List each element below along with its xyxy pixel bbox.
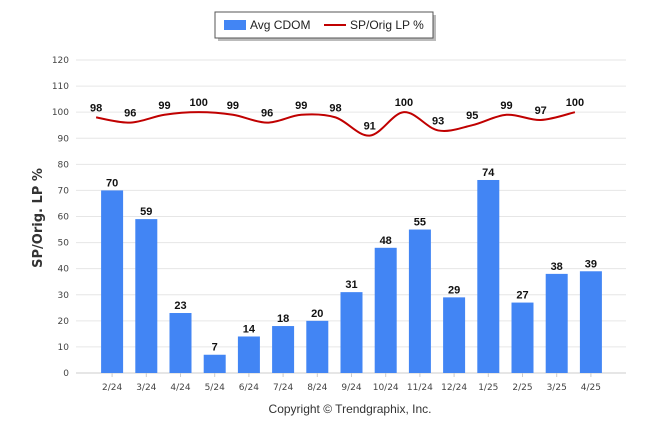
bar [374, 247, 397, 373]
bar-value-label: 29 [448, 284, 460, 296]
y-tick-label: 0 [63, 369, 69, 379]
line-value-label: 96 [261, 108, 273, 120]
legend-bar-label: Avg CDOM [250, 18, 310, 32]
x-tick-label: 12/24 [441, 383, 467, 393]
copyright-text: Copyright © Trendgraphix, Inc. [269, 402, 432, 416]
x-tick-label: 2/24 [102, 383, 122, 393]
line-value-label: 100 [190, 97, 208, 109]
legend-line-label: SP/Orig LP % [350, 18, 424, 32]
bar [101, 190, 124, 373]
y-tick-label: 80 [58, 160, 70, 170]
line-value-label: 95 [466, 110, 478, 122]
bar [306, 320, 329, 373]
line-value-label: 91 [364, 121, 376, 133]
bar [545, 273, 568, 373]
bar [511, 302, 534, 373]
x-tick-label: 9/24 [341, 383, 361, 393]
bar [237, 336, 260, 373]
bar [443, 297, 466, 373]
y-tick-label: 60 [58, 213, 70, 223]
line-value-label: 100 [566, 97, 584, 109]
line-series [95, 111, 576, 137]
y-tick-label: 50 [58, 239, 70, 249]
bar-value-label: 31 [345, 279, 357, 291]
y-tick-label: 120 [52, 56, 69, 66]
y-tick-label: 110 [52, 82, 69, 92]
bar-series [101, 179, 602, 373]
bar-value-label: 27 [516, 290, 528, 302]
line-value-label: 96 [124, 108, 136, 120]
line-value-label: 98 [90, 102, 102, 114]
bar [408, 229, 431, 373]
x-tick-label: 3/25 [547, 383, 567, 393]
y-tick-label: 100 [52, 108, 69, 118]
bar-value-label: 18 [277, 313, 289, 325]
bar-value-label: 38 [551, 261, 563, 273]
gridlines [76, 59, 626, 374]
y-tick-label: 10 [58, 343, 70, 353]
x-tick-label: 8/24 [307, 383, 327, 393]
x-tick-label: 1/25 [478, 383, 498, 393]
bar-value-label: 70 [106, 177, 118, 189]
x-axis-ticks: 2/24 3/24 4/24 5/24 6/24 7/24 8/24 9/24 10/24 11/… [102, 373, 601, 393]
bar-value-label: 23 [174, 300, 186, 312]
bar [579, 271, 602, 373]
bar-value-label: 20 [311, 308, 323, 320]
x-tick-label: 4/25 [581, 383, 601, 393]
sp-orig-lp-line [95, 111, 576, 137]
y-tick-label: 30 [58, 291, 70, 301]
x-tick-label: 7/24 [273, 383, 293, 393]
y-tick-label: 90 [58, 134, 70, 144]
bar-value-label: 55 [414, 217, 426, 229]
x-tick-label: 5/24 [205, 383, 225, 393]
x-tick-label: 10/24 [373, 383, 399, 393]
line-value-label: 97 [535, 105, 547, 117]
x-tick-label: 4/24 [170, 383, 190, 393]
y-tick-label: 20 [58, 317, 70, 327]
x-tick-label: 3/24 [136, 383, 156, 393]
line-value-label: 99 [227, 100, 239, 112]
bar-value-labels: 70 59 23 7 14 18 20 31 48 55 29 74 27 38 39 [106, 167, 597, 354]
bar-value-label: 7 [212, 342, 218, 354]
line-value-label: 93 [432, 115, 444, 127]
x-tick-label: 6/24 [239, 383, 259, 393]
bar-value-label: 14 [243, 323, 256, 335]
line-value-labels: 98 96 99 100 99 96 99 98 91 100 93 95 99 97 100 [90, 97, 584, 132]
y-axis-title: SP/Orig. LP % [31, 168, 46, 268]
bar [340, 292, 363, 373]
bar [272, 326, 295, 373]
bar [135, 219, 158, 373]
y-tick-label: 70 [58, 186, 70, 196]
x-tick-label: 11/24 [407, 383, 433, 393]
line-value-label: 99 [500, 100, 512, 112]
line-value-label: 98 [329, 102, 341, 114]
bar [203, 354, 226, 373]
y-tick-label: 40 [58, 265, 70, 275]
bar-value-label: 39 [585, 258, 597, 270]
line-value-label: 100 [395, 97, 413, 109]
bar-value-label: 74 [482, 167, 495, 179]
bar [477, 179, 500, 373]
y-axis-ticks: 0 10 20 30 40 50 60 70 80 90 100 110 120 [52, 56, 69, 379]
legend-bar-swatch [224, 20, 246, 30]
bar [169, 313, 192, 373]
bar-value-label: 59 [140, 206, 152, 218]
line-value-label: 99 [158, 100, 170, 112]
x-tick-label: 2/25 [512, 383, 532, 393]
legend: Avg CDOM SP/Orig LP % [214, 11, 436, 41]
line-value-label: 99 [295, 100, 307, 112]
bar-value-label: 48 [380, 235, 392, 247]
